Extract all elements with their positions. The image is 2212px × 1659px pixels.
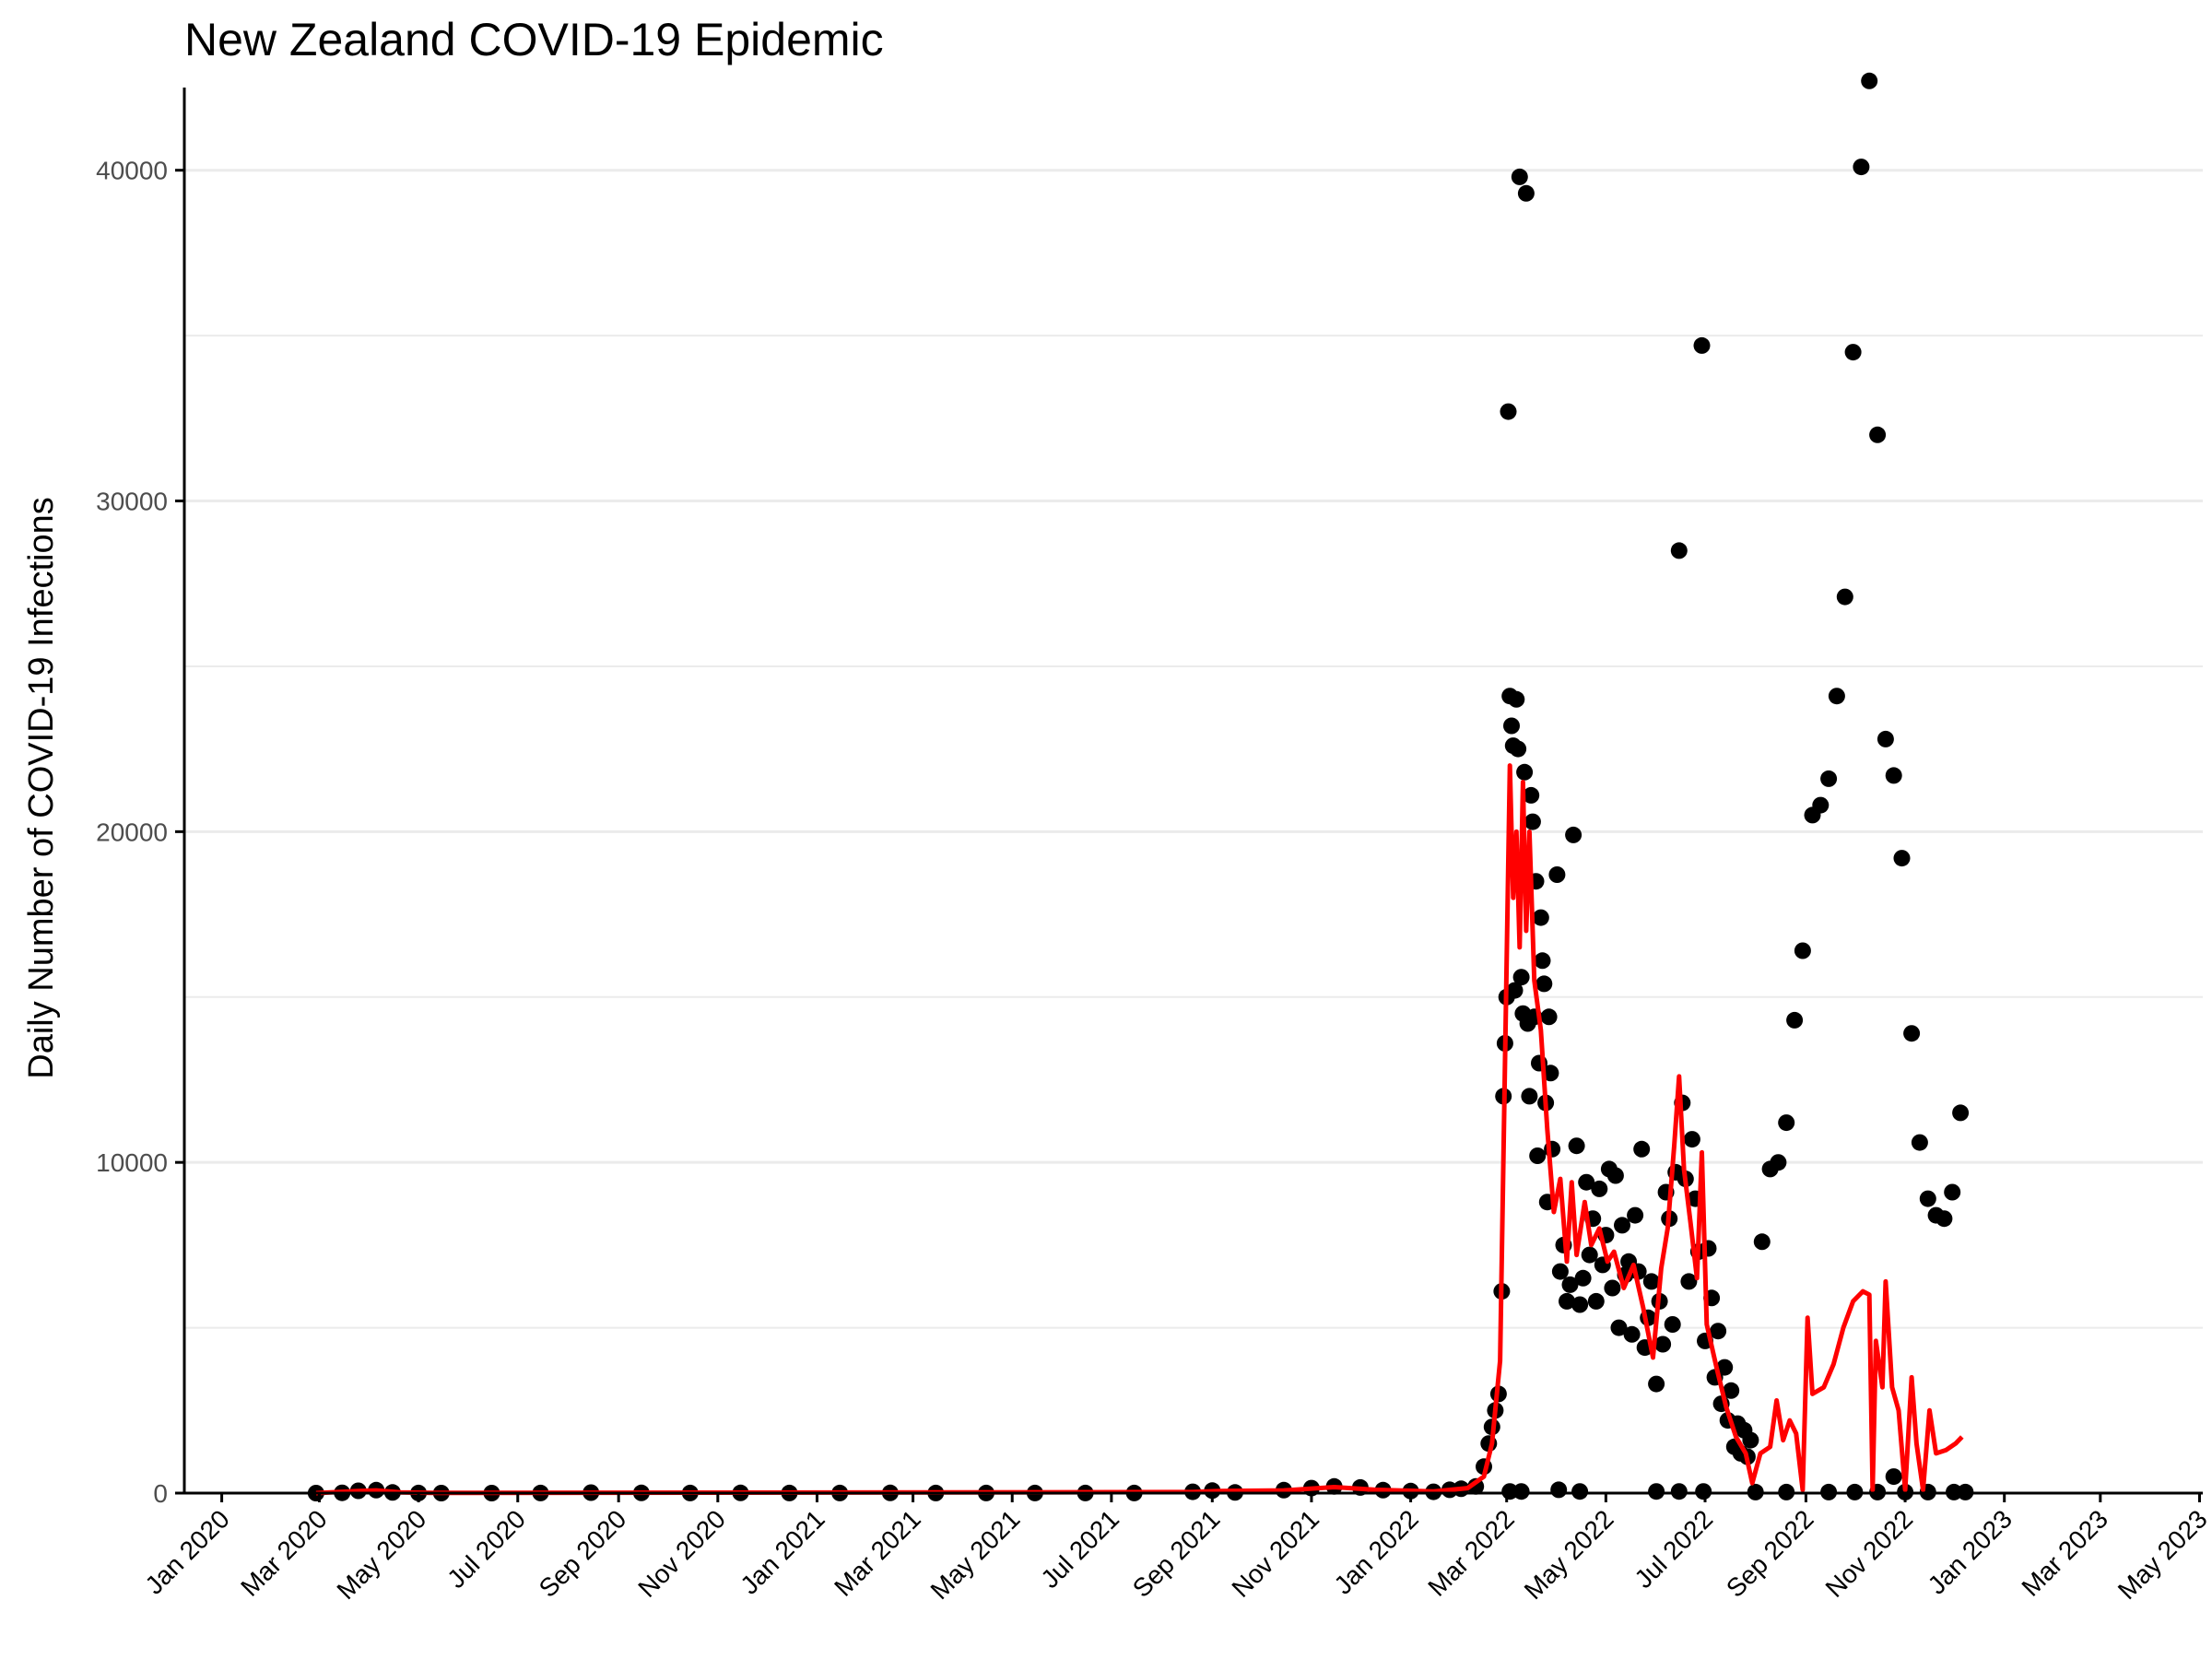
y-tick-label: 40000 [96, 157, 168, 185]
data-point [1648, 1375, 1665, 1393]
data-point [1517, 184, 1535, 202]
data-point [1828, 688, 1845, 705]
data-point [1869, 426, 1887, 443]
data-point [1532, 909, 1549, 926]
data-point [1911, 1134, 1928, 1151]
data-point [1633, 1140, 1651, 1158]
data-point [1512, 1483, 1530, 1500]
data-point [1610, 1319, 1628, 1336]
data-point [1770, 1154, 1787, 1171]
data-point [1571, 1483, 1589, 1500]
y-tick-label: 0 [153, 1479, 168, 1508]
data-point [1903, 1025, 1921, 1042]
data-point [1578, 1173, 1595, 1191]
data-point [1944, 1183, 1961, 1201]
data-point [1604, 1279, 1621, 1297]
data-point [1680, 1273, 1698, 1290]
data-point [1508, 690, 1525, 708]
data-point [1853, 159, 1870, 176]
data-point [1574, 1269, 1592, 1287]
data-point [1614, 1217, 1630, 1234]
data-point [1893, 850, 1911, 867]
axes [182, 88, 2203, 1495]
data-point [1512, 969, 1530, 986]
data-point [1885, 1468, 1902, 1486]
data-point [1548, 866, 1566, 883]
data-point [1550, 1481, 1568, 1499]
data-point [1529, 1147, 1547, 1164]
data-point [1742, 1431, 1759, 1449]
data-point [1695, 1483, 1712, 1500]
data-point [1565, 826, 1583, 843]
data-point [1559, 1292, 1575, 1310]
trend-line [315, 763, 1964, 1496]
data-point [1521, 1088, 1538, 1105]
y-tick-label: 20000 [96, 818, 168, 846]
data-point [1844, 344, 1862, 361]
data-point [1568, 1137, 1585, 1155]
data-point [1794, 942, 1811, 959]
y-axis-label: Daily Number of COVID-19 Infections [22, 497, 61, 1078]
data-point [1627, 1206, 1644, 1224]
data-point [1523, 786, 1540, 804]
data-point [1936, 1210, 1953, 1228]
data-point [1683, 1131, 1700, 1148]
data-point [1581, 1246, 1598, 1264]
data-point [1753, 1233, 1771, 1251]
data-point [1664, 1316, 1681, 1333]
data-point [1524, 813, 1541, 830]
data-point [1503, 717, 1520, 735]
data-point [1877, 730, 1894, 747]
data-point [1506, 982, 1524, 999]
data-point [1778, 1114, 1795, 1132]
data-point [1861, 72, 1878, 89]
data-point [1786, 1011, 1804, 1029]
data-point [1606, 1167, 1624, 1184]
y-tick-label: 30000 [96, 488, 168, 516]
data-point [1571, 1296, 1589, 1313]
data-point [1511, 168, 1528, 185]
data-point [1516, 763, 1534, 781]
data-point [1693, 336, 1711, 354]
data-point [1919, 1190, 1936, 1207]
data-point [1534, 952, 1551, 970]
data-point [1587, 1292, 1605, 1310]
data-point [1952, 1104, 1970, 1122]
series-line [315, 763, 1964, 1496]
data-point [1654, 1335, 1672, 1353]
data-point [1591, 1180, 1608, 1197]
data-point [1716, 1359, 1734, 1376]
data-point [1623, 1325, 1641, 1343]
data-point [1836, 588, 1853, 606]
data-point [1542, 1065, 1559, 1082]
data-point [1648, 1483, 1665, 1500]
chart-title: New Zealand COVID-19 Epidemic [184, 14, 884, 65]
data-point [1710, 1323, 1727, 1340]
data-points [307, 72, 1974, 1501]
data-point [1670, 1483, 1688, 1500]
data-point [1535, 975, 1553, 993]
data-point [1467, 1477, 1485, 1495]
data-point [1642, 1273, 1660, 1290]
data-point [1540, 1008, 1558, 1026]
data-point [1510, 740, 1527, 758]
data-point [1500, 403, 1517, 420]
data-point [1812, 796, 1830, 814]
data-point [1820, 770, 1838, 787]
data-point [1561, 1276, 1579, 1293]
data-point [1551, 1263, 1569, 1280]
data-point [1885, 767, 1902, 784]
data-point [1723, 1382, 1740, 1399]
data-point [1670, 542, 1688, 559]
y-tick-label: 10000 [96, 1148, 168, 1177]
gridlines [184, 169, 2203, 1329]
